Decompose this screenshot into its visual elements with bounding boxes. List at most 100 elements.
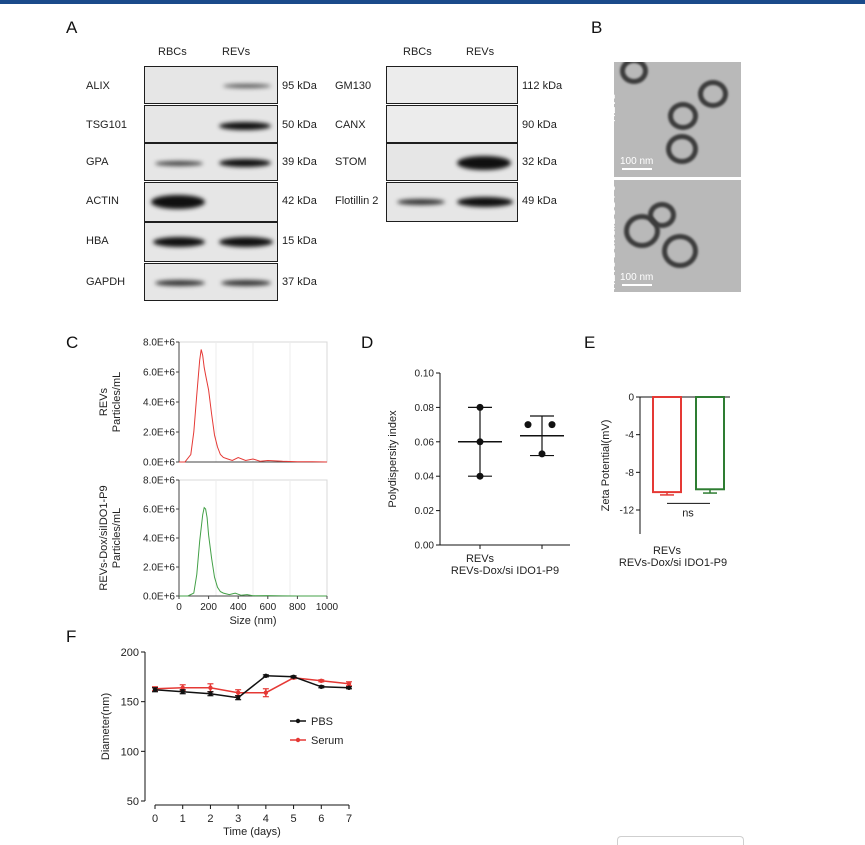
em-label-wrap-top: REVs [606, 62, 628, 177]
data-point [346, 685, 352, 690]
chart-c: 0.0E+6 2.0E+6 4.0E+6 6.0E+6 8.0E+6 REVs Partic… [98, 338, 339, 628]
wb-kda-label: 42 kDa [282, 195, 317, 207]
x-tick-label: 5 [291, 813, 297, 825]
wb-kda-label: 15 kDa [282, 235, 317, 247]
y-tick-label: 4.0E+6 [143, 398, 175, 409]
y-tick-label: 0.10 [415, 369, 435, 380]
x-axis-label: Size (nm) [229, 615, 276, 627]
y-tick-label: 0.0E+6 [143, 592, 175, 603]
data-point [263, 690, 269, 695]
x-tick-label: REVs-Dox/si IDO1-P9 [619, 557, 727, 569]
data-point [208, 685, 213, 690]
wb-kda-label: 95 kDa [282, 80, 317, 92]
y-tick-label: 6.0E+6 [143, 505, 175, 516]
wb-blot-gpa [144, 143, 278, 181]
x-tick-label: 1 [180, 813, 186, 825]
chart-f: 50 100 150 200 0 1 2 3 4 5 6 7 Time (days) Diameter(n… [100, 647, 352, 838]
scale-bar-bottom [622, 284, 652, 286]
x-tick-label: 400 [230, 602, 247, 613]
data-point [235, 695, 241, 700]
bottom-frame [617, 836, 744, 845]
x-tick-label: REVs [466, 553, 495, 565]
wb-blot-alix [144, 66, 278, 104]
y-tick-label: 100 [121, 746, 139, 758]
wb-row-label: GM130 [335, 80, 372, 92]
wb-blot-hba [144, 222, 278, 262]
y-tick-label: 4.0E+6 [143, 534, 175, 545]
vesicle [624, 214, 660, 248]
y-tick-label: 50 [127, 796, 139, 808]
x-tick-label: 0 [152, 813, 158, 825]
wb-blot-stom [386, 143, 518, 181]
data-point [180, 685, 185, 690]
y-tick-label: 150 [121, 697, 139, 709]
wb-row-label: GAPDH [86, 276, 126, 288]
y-tick-label: 6.0E+6 [143, 368, 175, 379]
data-point [476, 438, 484, 446]
row-label: REVs [98, 387, 110, 416]
tem-image-revs-dox: 100 nm [614, 180, 741, 292]
em-label-top: REVs [606, 93, 618, 122]
panel-letter-e: E [584, 333, 596, 352]
y-tick-label: 2.0E+6 [143, 563, 175, 574]
x-tick-label: 0 [176, 602, 182, 613]
wb-blot-flotillin [386, 182, 518, 222]
x-tick-label: REVs-Dox/si IDO1-P9 [451, 565, 559, 577]
data-point [235, 690, 241, 695]
wb-band [457, 156, 511, 170]
scale-label-top: 100 nm [620, 156, 654, 167]
wb-right-col-rbcs: RBCs [403, 46, 432, 58]
wb-blot-canx [386, 105, 518, 143]
data-point [476, 403, 484, 411]
size-distribution-line [179, 506, 327, 597]
data-point [538, 450, 546, 458]
y-tick-label: 0.00 [415, 541, 435, 552]
y-tick-label: -8 [625, 468, 634, 479]
x-tick-label: 200 [200, 602, 217, 613]
wb-row-label: GPA [86, 156, 109, 168]
wb-blot-actin [144, 182, 278, 222]
data-point [208, 691, 213, 696]
y-axis-label: Zeta Potential(mV) [600, 420, 612, 512]
panel-letter-f: F [66, 627, 77, 646]
data-point [152, 687, 158, 692]
vesicle [662, 234, 698, 268]
legend-marker [295, 718, 301, 724]
x-tick-label: 2 [207, 813, 213, 825]
wb-left-col-revs: REVs [222, 46, 251, 58]
series-line [154, 675, 350, 699]
y-axis-label: Diameter(nm) [100, 693, 112, 760]
wb-band [219, 159, 271, 167]
data-point [319, 684, 324, 689]
chart-d: 0.00 0.02 0.04 0.06 0.08 0.10 Polydispersity i… [387, 369, 570, 577]
significance-label: ns [682, 507, 694, 519]
wb-row-label: CANX [335, 119, 366, 131]
data-point [548, 421, 556, 429]
wb-row-label: STOM [335, 156, 367, 168]
y-tick-label: -4 [625, 430, 634, 441]
scale-bar-top [622, 168, 652, 170]
bar [652, 396, 682, 494]
wb-kda-label: 37 kDa [282, 276, 317, 288]
y-tick-label: 0.08 [415, 403, 435, 414]
wb-band [155, 161, 203, 166]
wb-blot-tsg101 [144, 105, 278, 143]
y-tick-label: 0.02 [415, 506, 435, 517]
data-point [180, 689, 185, 694]
chart-e: 0 -4 -8 -12 Zeta Potential(mV) ns REVsREVs-Dox… [600, 393, 730, 569]
legend-label: PBS [311, 716, 333, 728]
x-tick-label: 3 [235, 813, 241, 825]
y-axis-label: Particles/mL [111, 372, 123, 433]
wb-kda-label: 32 kDa [522, 156, 557, 168]
x-tick-label: REVs [653, 545, 682, 557]
data-point [291, 674, 296, 680]
y-tick-label: -12 [620, 506, 635, 517]
wb-band [397, 199, 445, 205]
y-tick-label: 0.0E+6 [143, 458, 175, 469]
wb-kda-label: 50 kDa [282, 119, 317, 131]
y-tick-label: 8.0E+6 [143, 476, 175, 487]
data-point [319, 678, 324, 684]
y-tick-label: 8.0E+6 [143, 338, 175, 349]
x-tick-label: 1000 [316, 602, 339, 613]
wb-band [153, 237, 205, 247]
